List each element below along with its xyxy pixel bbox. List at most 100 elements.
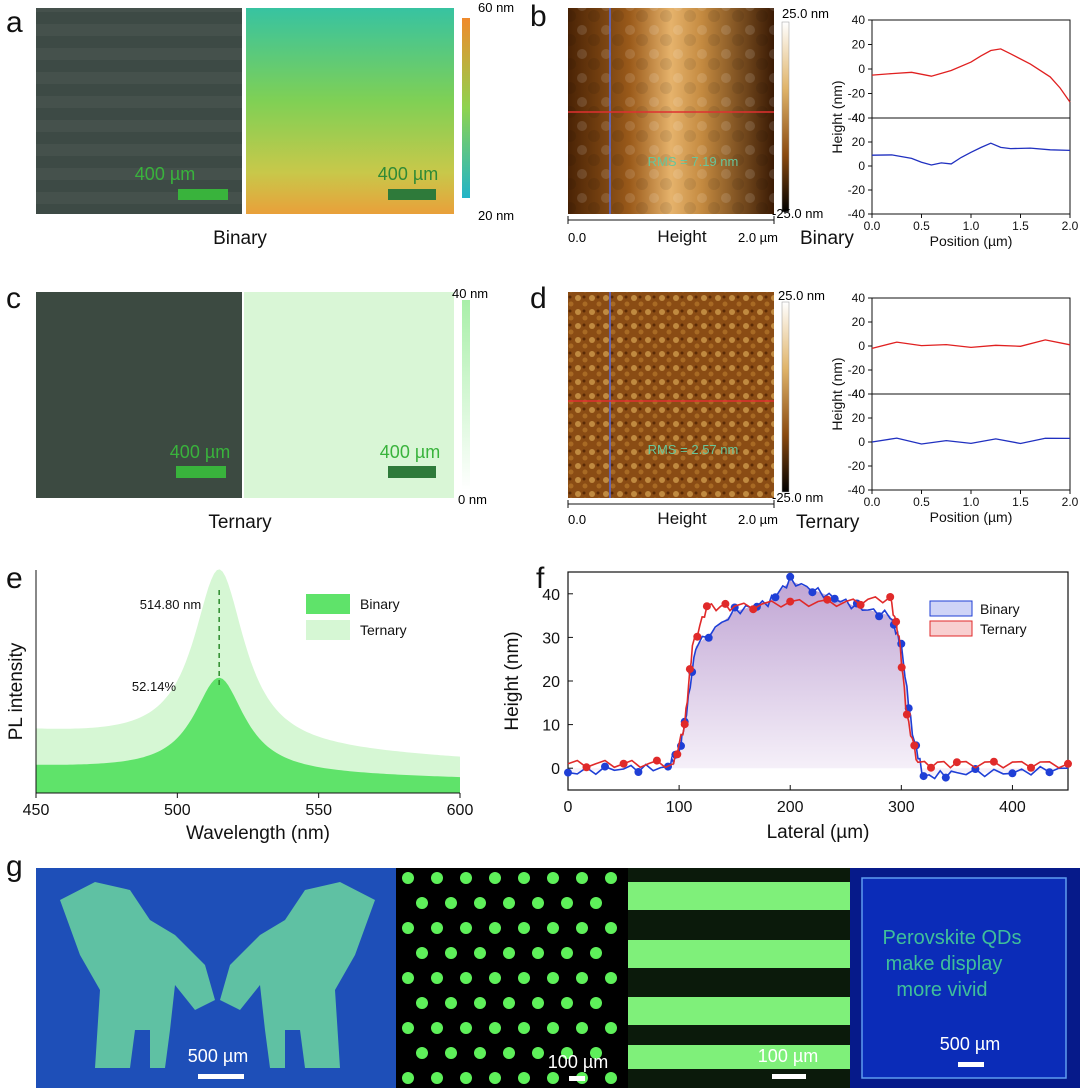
panel-c-letter: c	[6, 282, 21, 315]
panel-g-glass-slide	[861, 877, 1067, 1079]
panel-a-letter: a	[6, 6, 23, 39]
panel-c-scale-right-bar	[388, 466, 436, 478]
panel-b-xlabel: Position (µm)	[930, 233, 1013, 249]
panel-g-scale-1-label: 500 µm	[188, 1046, 248, 1066]
panel-g-dot	[547, 872, 559, 884]
panel-f-xtick-label: 100	[666, 799, 693, 816]
panel-d-caption: Ternary	[796, 512, 860, 533]
panel-g-dot	[518, 922, 530, 934]
panel-g-dot	[503, 947, 515, 959]
panel-g-scale-4-label: 500 µm	[940, 1034, 1000, 1054]
panel-f-point-ternary	[1064, 759, 1072, 768]
panel-e-area-binary	[36, 677, 460, 793]
panel-d-x-label: Height	[657, 509, 706, 528]
panel-b-colorbar-min: -25.0 nm	[772, 206, 823, 221]
panel-g-scale-1-bar	[198, 1074, 244, 1079]
panel-g-dot	[416, 947, 428, 959]
panel-f-point-ternary	[1027, 763, 1035, 772]
panel-g-stripe-4	[628, 1045, 850, 1069]
panel-g-dot	[445, 997, 457, 1009]
panel-d-ytick-label: -20	[848, 459, 866, 473]
panel-d-ytick-label: 40	[852, 291, 866, 305]
panel-g-dot	[460, 872, 472, 884]
panel-g-dot	[547, 1022, 559, 1034]
panel-d-xtick-label: 1.5	[1012, 495, 1029, 509]
panel-f-legend-swatch	[929, 620, 973, 637]
panel-c-photo	[36, 292, 242, 498]
panel-f-ytick-label: 0	[551, 761, 560, 778]
panel-b-ytick-label: 0	[858, 62, 865, 76]
panel-b-ytick-label: 0	[858, 159, 865, 173]
panel-g-dot	[416, 897, 428, 909]
panel-f-ytick-label: 20	[542, 674, 560, 691]
panel-g-dot	[431, 872, 443, 884]
panel-f-point-binary	[634, 768, 643, 776]
panel-g-dot	[532, 897, 544, 909]
panel-g-dot	[561, 947, 573, 959]
panel-f-point-ternary	[823, 595, 832, 604]
panel-f-point-ternary	[786, 597, 795, 606]
panel-d-xtick-label: 0.0	[864, 495, 881, 509]
panel-f-legend-label: Binary	[980, 601, 1020, 617]
panel-d-xtick-label: 0.5	[913, 495, 930, 509]
panel-f-point-binary	[941, 773, 950, 782]
panel-g-dot	[532, 947, 544, 959]
panel-f-ytick-label: 10	[542, 718, 560, 735]
panel-b-x-start: 0.0	[568, 230, 586, 245]
panel-f-point-binary	[704, 633, 713, 642]
panel-e-ylabel: PL intensity	[6, 642, 27, 740]
panel-d-ytick-label: 20	[852, 315, 866, 329]
panel-f-xtick-label: 0	[564, 799, 573, 816]
panel-a-thickness-map	[246, 8, 454, 214]
panel-f-legend-label: Ternary	[980, 621, 1027, 637]
panel-f-point-ternary	[856, 600, 865, 609]
panel-g-dot	[431, 972, 443, 984]
panel-g-dot	[503, 897, 515, 909]
panel-g-dot	[489, 872, 501, 884]
panel-d-ytick-label: 40	[852, 387, 866, 401]
panel-f-point-ternary	[886, 593, 895, 601]
panel-f-ytick-label: 30	[542, 630, 560, 647]
panel-f-point-ternary	[910, 741, 919, 750]
panel-d-series-line	[871, 339, 1071, 350]
panel-f-point-binary	[875, 612, 884, 621]
panel-e-peak-label: 514.80 nm	[140, 597, 201, 612]
panel-g-dot	[518, 1022, 530, 1034]
panel-g-dot	[547, 922, 559, 934]
panel-f-point-ternary	[673, 750, 682, 759]
panel-g-stripe-3	[628, 997, 850, 1025]
panel-b-xtick-label: 1.0	[963, 219, 980, 233]
panel-d-ylabel: Height (nm)	[829, 357, 845, 430]
panel-d-ytick-label: -40	[848, 483, 866, 497]
panel-f-ytick-label: 40	[542, 587, 560, 604]
panel-f-point-binary	[786, 572, 795, 581]
panel-g-dot	[503, 997, 515, 1009]
panel-g-dot	[518, 972, 530, 984]
panel-g-dot	[402, 922, 414, 934]
panel-d-x-start: 0.0	[568, 512, 586, 527]
panel-d-colorbar-min: -25.0 nm	[772, 490, 823, 505]
panel-g-dot	[489, 922, 501, 934]
panel-g-text-line1: Perovskite QDs	[883, 927, 1022, 949]
panel-f-point-ternary	[897, 663, 906, 672]
panel-g-dot	[445, 947, 457, 959]
panel-a-scale-right-bar	[388, 189, 436, 200]
panel-d-colorbar	[781, 301, 790, 493]
panel-g-scale-2-label: 100 µm	[548, 1052, 608, 1072]
panel-g-dot	[605, 1022, 617, 1034]
panel-f-ylabel: Height (nm)	[502, 631, 523, 730]
panel-f-point-binary	[919, 772, 928, 781]
panel-g-horse-right-icon	[220, 882, 375, 1068]
panel-g-dot	[590, 947, 602, 959]
panel-g-dot	[518, 872, 530, 884]
panel-f-point-ternary	[685, 665, 694, 674]
panel-f-point-ternary	[721, 599, 730, 608]
panel-e-xtick-label: 500	[164, 802, 191, 819]
panel-a-scale-right-label: 400 µm	[378, 164, 438, 184]
panel-g-dot	[561, 997, 573, 1009]
panel-b-rms: RMS = 7.19 nm	[648, 154, 739, 169]
panel-b-letter: b	[530, 0, 547, 33]
panel-b-ytick-label: 40	[852, 111, 866, 125]
panel-d-ytick-label: 20	[852, 411, 866, 425]
